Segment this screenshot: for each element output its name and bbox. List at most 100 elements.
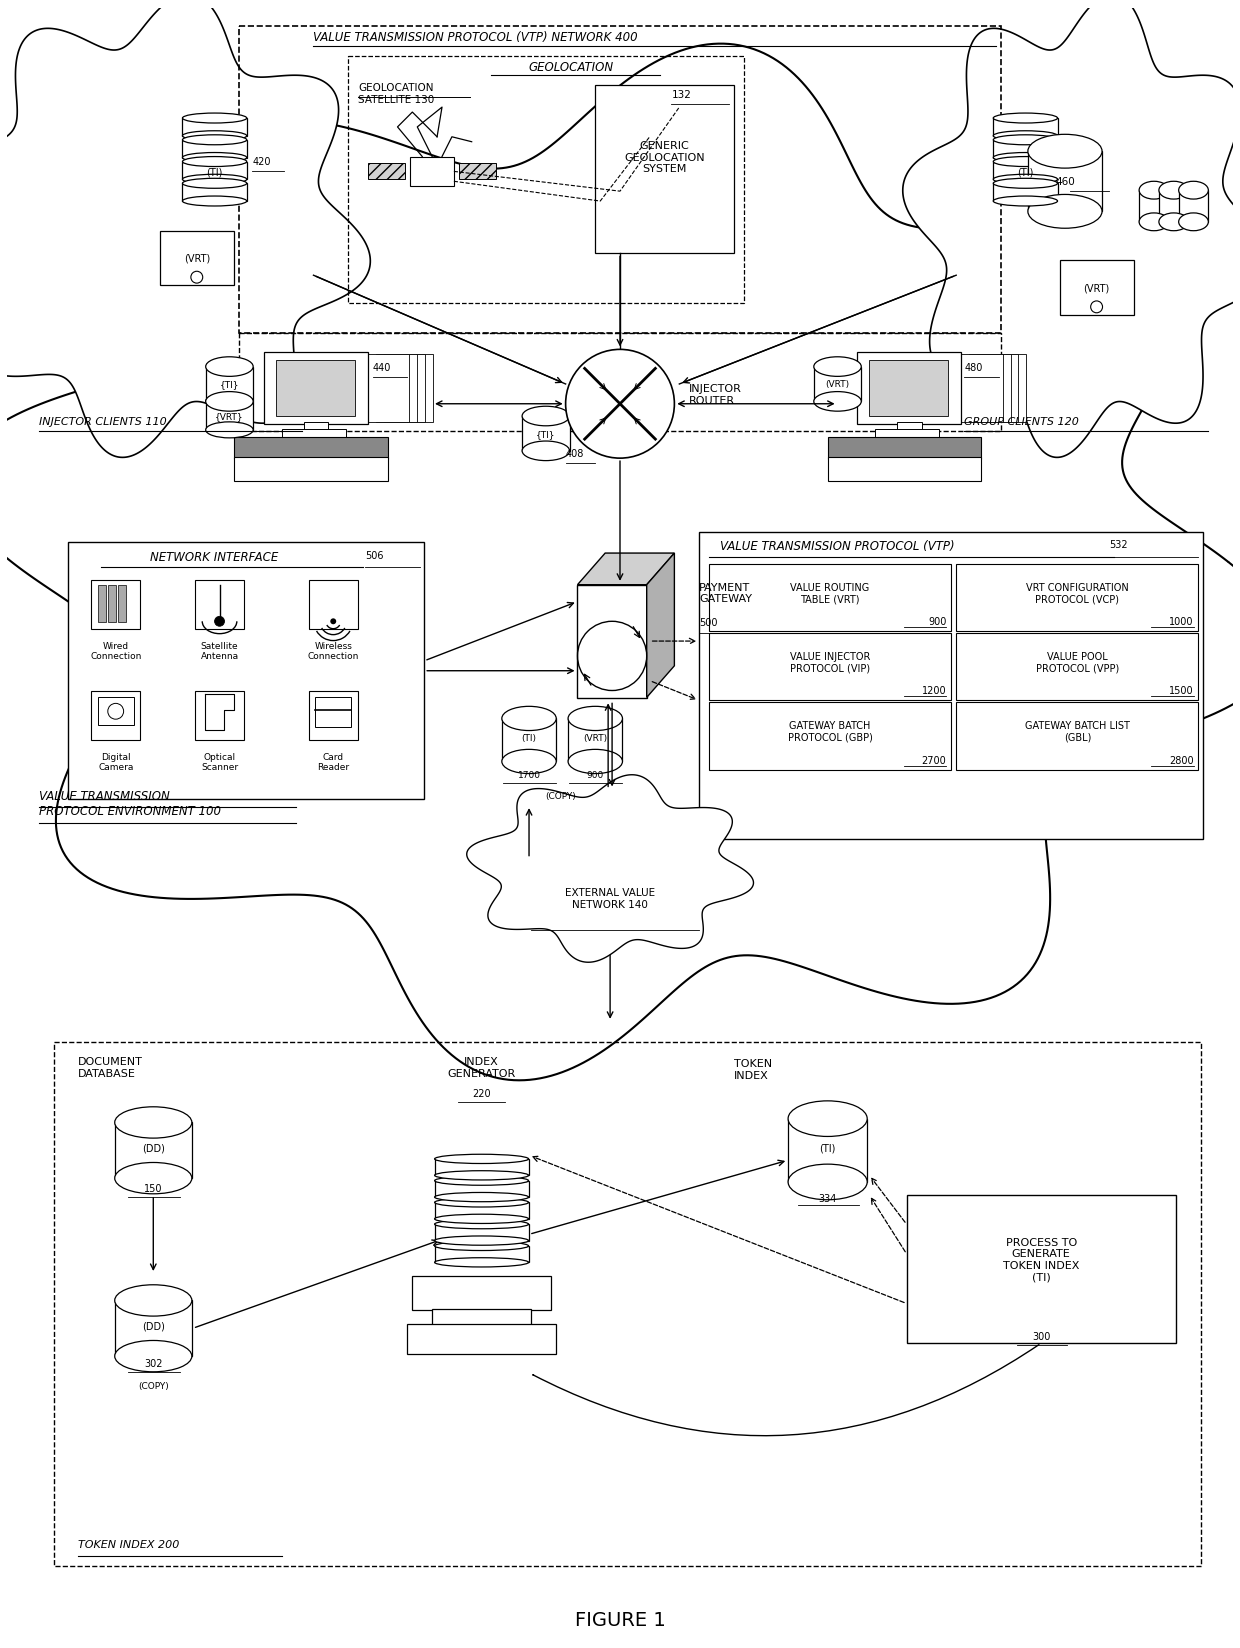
Text: VALUE TRANSMISSION
PROTOCOL ENVIRONMENT 100: VALUE TRANSMISSION PROTOCOL ENVIRONMENT … xyxy=(38,789,221,817)
Bar xyxy=(502,719,557,761)
Ellipse shape xyxy=(434,1236,528,1246)
Text: 2700: 2700 xyxy=(921,755,946,765)
Bar xyxy=(956,704,1198,770)
Ellipse shape xyxy=(993,132,1058,142)
Bar xyxy=(434,1159,528,1175)
Ellipse shape xyxy=(789,1101,867,1137)
Text: 334: 334 xyxy=(818,1193,837,1203)
Bar xyxy=(977,354,1018,422)
Bar xyxy=(993,185,1058,203)
Ellipse shape xyxy=(993,135,1058,145)
Ellipse shape xyxy=(502,750,557,775)
Ellipse shape xyxy=(115,1163,192,1195)
Text: {VRT}: {VRT} xyxy=(215,412,244,420)
Ellipse shape xyxy=(1179,214,1208,232)
Text: 302: 302 xyxy=(144,1358,162,1368)
Bar xyxy=(239,333,1001,432)
Bar xyxy=(789,1119,867,1182)
Text: 220: 220 xyxy=(472,1088,491,1098)
Bar xyxy=(875,430,940,438)
Bar xyxy=(956,634,1198,700)
Bar xyxy=(985,354,1027,422)
Ellipse shape xyxy=(182,153,247,163)
Bar xyxy=(408,1325,556,1355)
Text: NETWORK INTERFACE: NETWORK INTERFACE xyxy=(150,550,279,564)
Text: 1500: 1500 xyxy=(1169,686,1194,695)
Bar xyxy=(568,719,622,761)
Polygon shape xyxy=(578,554,675,585)
Ellipse shape xyxy=(434,1257,528,1267)
Ellipse shape xyxy=(813,392,862,412)
Text: (VRT): (VRT) xyxy=(1084,283,1110,293)
Bar xyxy=(827,438,981,460)
Ellipse shape xyxy=(115,1341,192,1371)
Bar xyxy=(709,634,951,700)
Text: 132: 132 xyxy=(671,91,691,101)
Text: INJECTOR
ROUTER: INJECTOR ROUTER xyxy=(689,384,742,405)
Ellipse shape xyxy=(993,180,1058,190)
Circle shape xyxy=(330,620,336,625)
Ellipse shape xyxy=(1028,135,1102,170)
Circle shape xyxy=(215,616,224,626)
Ellipse shape xyxy=(522,442,569,461)
Text: VRT CONFIGURATION
PROTOCOL (VCP): VRT CONFIGURATION PROTOCOL (VCP) xyxy=(1025,582,1128,605)
Ellipse shape xyxy=(182,158,247,168)
Text: 900: 900 xyxy=(928,616,946,626)
Text: DOCUMENT
DATABASE: DOCUMENT DATABASE xyxy=(78,1056,143,1078)
Circle shape xyxy=(108,704,124,720)
Text: Optical
Scanner: Optical Scanner xyxy=(201,753,238,771)
Ellipse shape xyxy=(502,707,557,732)
Bar xyxy=(275,361,355,417)
Circle shape xyxy=(565,349,675,458)
Text: 420: 420 xyxy=(252,158,270,168)
Bar xyxy=(413,1276,551,1310)
Polygon shape xyxy=(466,775,754,962)
Bar xyxy=(1140,191,1169,222)
Ellipse shape xyxy=(434,1215,528,1224)
Bar xyxy=(239,26,1001,333)
Bar xyxy=(956,565,1198,631)
Polygon shape xyxy=(903,0,1240,458)
Bar xyxy=(1179,191,1208,222)
Bar xyxy=(857,353,961,424)
Ellipse shape xyxy=(182,175,247,185)
Text: (TI): (TI) xyxy=(1017,168,1034,178)
Text: 500: 500 xyxy=(699,618,718,628)
Bar xyxy=(55,1042,1202,1566)
Ellipse shape xyxy=(993,158,1058,168)
Bar xyxy=(595,86,734,254)
Text: Wired
Connection: Wired Connection xyxy=(91,641,141,661)
Bar xyxy=(993,163,1058,180)
Bar xyxy=(309,580,358,630)
Text: Satellite
Antenna: Satellite Antenna xyxy=(201,641,238,661)
Bar xyxy=(699,532,1203,839)
Text: (VRT): (VRT) xyxy=(826,381,849,389)
Bar xyxy=(98,585,105,623)
Ellipse shape xyxy=(434,1220,528,1229)
Ellipse shape xyxy=(993,114,1058,124)
Bar xyxy=(368,354,409,422)
Bar xyxy=(1159,191,1189,222)
Bar xyxy=(827,458,981,481)
Bar xyxy=(376,354,418,422)
FancyArrowPatch shape xyxy=(533,1345,1039,1435)
Ellipse shape xyxy=(434,1193,528,1201)
Text: INJECTOR CLIENTS 110: INJECTOR CLIENTS 110 xyxy=(38,417,166,427)
Ellipse shape xyxy=(568,750,622,775)
Ellipse shape xyxy=(206,422,253,438)
Ellipse shape xyxy=(434,1177,528,1185)
Bar xyxy=(897,422,921,432)
Bar xyxy=(1060,262,1135,315)
Bar xyxy=(709,704,951,770)
Ellipse shape xyxy=(993,175,1058,185)
Text: (VRT): (VRT) xyxy=(184,254,210,264)
Bar xyxy=(195,691,244,740)
Bar xyxy=(709,565,951,631)
Bar xyxy=(115,1122,192,1178)
Bar xyxy=(434,1246,528,1262)
Bar xyxy=(392,354,433,422)
Bar xyxy=(182,185,247,203)
Ellipse shape xyxy=(993,153,1058,163)
Text: PAYMENT
GATEWAY: PAYMENT GATEWAY xyxy=(699,582,753,603)
Bar xyxy=(459,165,496,180)
